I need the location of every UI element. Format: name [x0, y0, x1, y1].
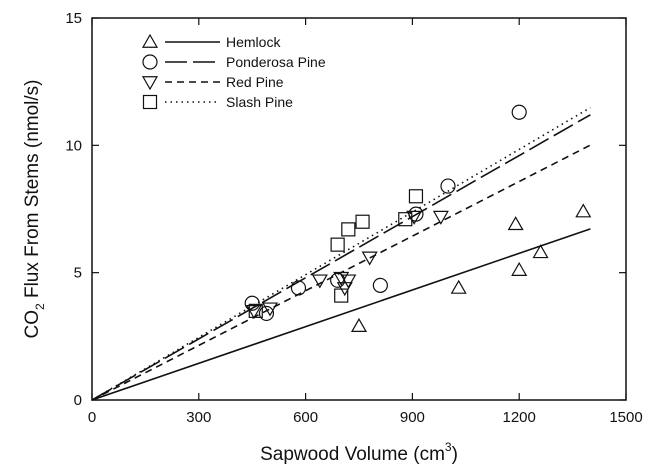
y-axis-title: CO2 Flux From Stems (nmol/s) — [22, 80, 47, 339]
point-red-pine — [432, 210, 449, 225]
point-hemlock — [450, 279, 467, 294]
legend-marker-hemlock — [141, 33, 159, 48]
y-axis-title-prefix: CO — [22, 310, 43, 339]
y-axis-title-subscript: 2 — [33, 303, 47, 310]
legend: Hemlock Ponderosa Pine Red Pine Slash Pine — [141, 33, 326, 110]
point-ponderosa-pine — [258, 305, 275, 322]
y-tick-label: 15 — [65, 10, 82, 27]
point-slash-pine — [398, 212, 413, 227]
data-points — [244, 104, 592, 332]
point-red-pine — [333, 271, 350, 286]
legend-marker-slash-pine — [142, 94, 158, 110]
x-tick-label: 300 — [186, 409, 211, 426]
point-slash-pine — [355, 214, 370, 229]
legend-marker-ponderosa-pine — [142, 54, 158, 70]
x-tick-label: 1500 — [609, 409, 642, 426]
point-ponderosa-pine — [244, 295, 260, 311]
point-red-pine — [261, 302, 279, 317]
x-axis-title-main: Sapwood Volume (cm — [260, 444, 445, 465]
y-tick-label: 10 — [65, 137, 82, 154]
point-ponderosa-pine — [290, 280, 307, 296]
x-axis-title: Sapwood Volume (cm3) — [260, 440, 458, 465]
point-ponderosa-pine — [440, 178, 456, 194]
point-slash-pine — [408, 189, 424, 204]
point-red-pine — [406, 210, 423, 225]
y-tick-label: 5 — [74, 265, 82, 282]
axis-titles: Sapwood Volume (cm3) CO2 Flux From Stems… — [22, 80, 458, 466]
legend-label-ponderosa-pine: Ponderosa Pine — [226, 54, 326, 70]
fit-lines — [91, 106, 591, 401]
legend-label-hemlock: Hemlock — [226, 34, 281, 50]
point-hemlock — [511, 261, 528, 276]
point-slash-pine — [334, 288, 349, 303]
x-tick-label: 900 — [400, 409, 425, 426]
x-tick-label: 0 — [88, 409, 96, 426]
legend-marker-red-pine — [141, 76, 159, 91]
fit-line-ponderosa-pine — [91, 114, 591, 401]
x-axis-title-end: ) — [452, 444, 458, 465]
point-hemlock — [575, 203, 592, 218]
point-slash-pine — [248, 303, 263, 318]
point-red-pine — [340, 274, 357, 289]
x-axis-title-superscript: 3 — [445, 440, 452, 454]
point-red-pine — [311, 274, 328, 289]
x-tick-label: 1200 — [503, 409, 536, 426]
axes: 0 300 600 900 1200 1500 0 5 10 15 — [65, 10, 642, 426]
point-red-pine — [361, 251, 378, 266]
y-tick-label: 0 — [74, 392, 82, 409]
legend-label-red-pine: Red Pine — [226, 74, 284, 90]
point-hemlock — [507, 216, 524, 231]
legend-label-slash-pine: Slash Pine — [226, 94, 293, 110]
point-slash-pine — [341, 222, 356, 237]
x-tick-label: 600 — [293, 409, 318, 426]
point-red-pine — [245, 305, 263, 320]
point-ponderosa-pine — [511, 104, 527, 120]
point-hemlock — [350, 317, 368, 332]
fit-line-hemlock — [91, 228, 591, 401]
y-axis-title-rest: Flux From Stems (nmol/s) — [22, 80, 43, 304]
plot-frame — [91, 17, 627, 401]
point-ponderosa-pine — [372, 277, 388, 293]
point-hemlock — [532, 244, 549, 259]
point-slash-pine — [330, 237, 345, 252]
